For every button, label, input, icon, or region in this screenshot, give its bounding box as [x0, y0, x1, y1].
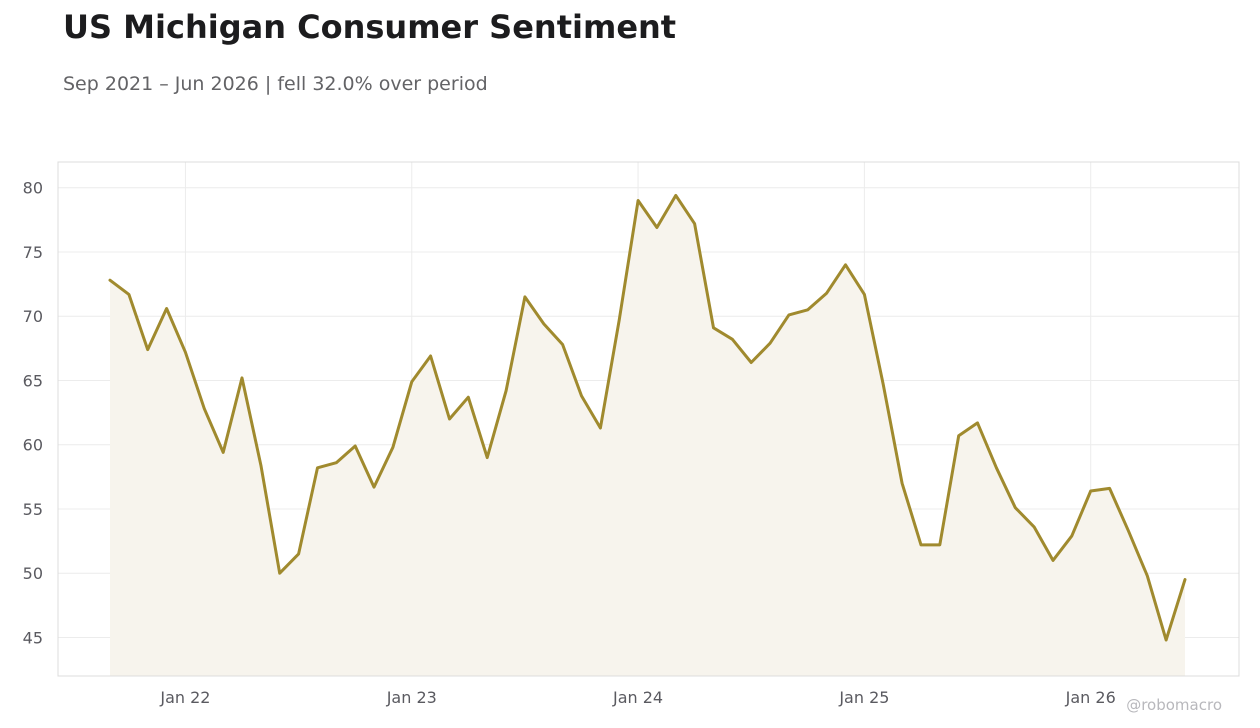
x-tick-label: Jan 23 [386, 688, 437, 707]
chart-subtitle: Sep 2021 – Jun 2026 | fell 32.0% over pe… [63, 73, 488, 95]
chart-title: US Michigan Consumer Sentiment [63, 8, 677, 46]
watermark: @robomacro [1126, 696, 1222, 714]
x-tick-label: Jan 24 [612, 688, 663, 707]
y-tick-label: 55 [23, 500, 43, 519]
plot-frame [57, 161, 1240, 677]
y-tick-label: 70 [23, 307, 43, 326]
y-tick-label: 50 [23, 564, 43, 583]
y-tick-label: 60 [23, 436, 43, 455]
x-tick-label: Jan 26 [1065, 688, 1116, 707]
y-tick-label: 45 [23, 628, 43, 647]
y-axis-tick-labels: 45 50 55 60 65 70 75 80 [23, 179, 43, 648]
y-tick-label: 80 [23, 179, 43, 198]
y-tick-label: 75 [23, 243, 43, 262]
x-tick-label: Jan 25 [838, 688, 889, 707]
series-area-fill [110, 195, 1185, 676]
x-axis-tick-labels: Jan 22 Jan 23 Jan 24 Jan 25 Jan 26 [159, 688, 1115, 707]
y-tick-label: 65 [23, 371, 43, 390]
series-line [108, 193, 1187, 642]
x-tick-label: Jan 22 [159, 688, 210, 707]
